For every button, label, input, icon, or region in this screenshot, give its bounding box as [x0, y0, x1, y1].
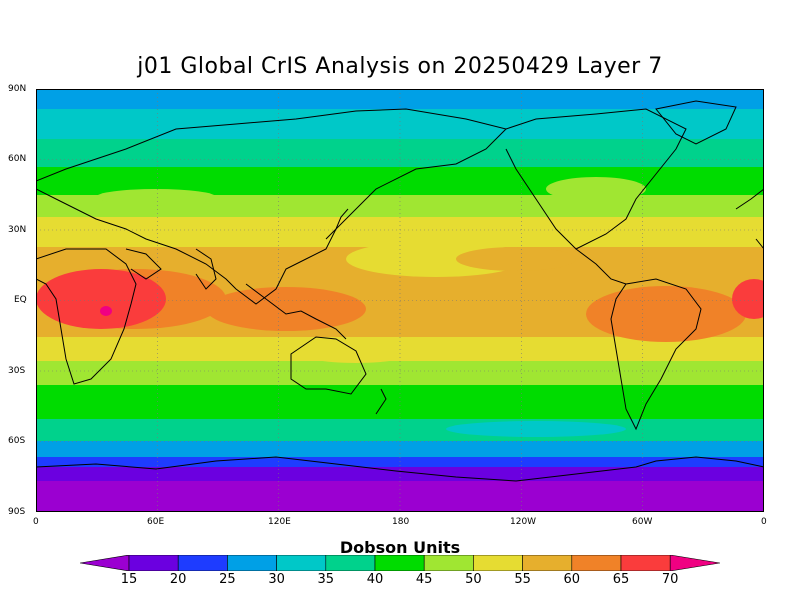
region-samerica-orange: [586, 286, 746, 342]
coast-japan: [325, 208, 349, 240]
region-tropical-orange-pac: [206, 287, 366, 331]
lat-label-30n: 30N: [8, 225, 27, 235]
colorbar-tick-label: 50: [465, 572, 482, 587]
coast-india: [195, 248, 217, 290]
region-africa-red: [36, 269, 166, 329]
coast-nz: [375, 388, 387, 415]
colorbar-segment: [374, 555, 425, 571]
coast-europe-east: [735, 188, 764, 210]
coast-wafrica-right: [755, 238, 764, 250]
coast-eurasia: [36, 108, 507, 305]
colorbar-tick-label: 65: [612, 572, 630, 587]
lon-label-120e: 120E: [268, 517, 291, 527]
colorbar-tick-label: 55: [514, 572, 531, 587]
colorbar-max-arrow: [669, 555, 720, 571]
colorbar-tick-label: 15: [120, 572, 138, 587]
coastlines: [36, 100, 764, 482]
colorbar-segment: [571, 555, 622, 571]
lon-label-0-right: 0: [761, 517, 767, 527]
coast-greenland: [655, 100, 737, 145]
lat-label-60s: 60S: [8, 436, 26, 446]
colorbar-segment: [227, 555, 277, 571]
lat-label-90s: 90S: [8, 507, 26, 517]
colorbar-tick-label: 20: [169, 572, 187, 587]
lat-label-eq: EQ: [14, 295, 27, 305]
colorbar-segment: [473, 555, 523, 571]
colorbar: [80, 555, 720, 571]
colorbar-segment: [325, 555, 376, 571]
coast-africa: [36, 248, 137, 385]
colorbar-tick-label: 35: [317, 572, 335, 587]
coast-seasia: [245, 283, 347, 340]
region-max: [100, 306, 112, 316]
lat-label-90n: 90N: [8, 84, 27, 94]
coast-antarctica: [36, 456, 764, 482]
lon-label-0-left: 0: [33, 517, 39, 527]
colorbar-segment: [522, 555, 573, 571]
lat-label-60n: 60N: [8, 154, 27, 164]
colorbar-tick-label: 60: [563, 572, 581, 587]
lon-label-60w: 60W: [632, 517, 653, 527]
band-polar-north: [36, 89, 764, 109]
colorbar-segment: [177, 555, 228, 571]
colorbar-tick-label: 25: [219, 572, 236, 587]
colorbar-tick-label: 40: [366, 572, 384, 587]
coast-australia: [290, 336, 367, 395]
lon-label-120w: 120W: [510, 517, 537, 527]
coast-camerica: [575, 248, 627, 285]
map-title: j01 Global CrIS Analysis on 20250429 Lay…: [137, 54, 663, 79]
colorbar-segment: [423, 555, 474, 571]
lon-label-180: 180: [392, 517, 410, 527]
colorbar-tick-label: 45: [415, 572, 433, 587]
ozone-map: [36, 89, 764, 512]
colorbar-segment: [128, 555, 179, 571]
colorbar-min-arrow: [80, 555, 130, 571]
graticule: [36, 89, 764, 512]
region-atlantic-red: [732, 279, 764, 319]
coast-samerica: [610, 278, 702, 431]
colorbar-title: Dobson Units: [339, 538, 461, 557]
coast-namerica: [505, 108, 687, 250]
colorbar-tick-label: 30: [268, 572, 285, 587]
colorbar-tick-label: 70: [661, 572, 679, 587]
colorbar-segment: [620, 555, 671, 571]
colorbar-segment: [276, 555, 327, 571]
lon-label-60e: 60E: [147, 517, 165, 527]
lat-label-30s: 30S: [8, 366, 26, 376]
band-polar-south: [36, 479, 764, 512]
coast-arabia: [125, 248, 162, 280]
